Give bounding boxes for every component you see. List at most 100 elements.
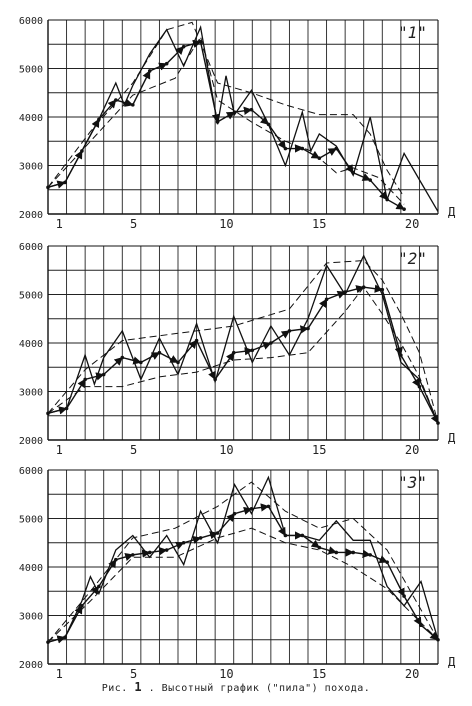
data-point xyxy=(380,287,385,292)
arrow-segment xyxy=(267,506,286,537)
arrow-segment xyxy=(251,503,270,512)
y-tick-label: 6000 xyxy=(19,466,43,477)
arrow-segment xyxy=(369,179,388,201)
data-point xyxy=(436,421,440,425)
arrow-segment xyxy=(64,150,83,183)
y-tick-label: 4000 xyxy=(19,339,43,350)
arrow-segment xyxy=(403,595,422,626)
data-point xyxy=(317,545,322,550)
arrow-segment xyxy=(386,561,405,597)
x-tick-label: 10 xyxy=(219,217,233,231)
series-arrows xyxy=(47,39,405,210)
arrow-segment xyxy=(335,148,354,174)
arrow-segment xyxy=(418,386,439,424)
arrow-segment xyxy=(302,147,321,159)
arrow-segment xyxy=(234,506,253,515)
arrow-segment xyxy=(217,513,236,534)
data-point xyxy=(343,290,347,294)
arrow-segment xyxy=(98,99,117,120)
arrow-segment xyxy=(234,106,253,115)
data-point xyxy=(351,170,356,175)
data-point xyxy=(97,117,101,122)
series-dashed-envelope xyxy=(47,35,405,205)
x-tick-label: 20 xyxy=(405,667,419,681)
x-unit-label: Д xyxy=(448,205,456,219)
arrow-segment xyxy=(251,109,270,125)
x-tick-label: 20 xyxy=(405,217,419,231)
grid xyxy=(48,19,438,214)
arrow-segment xyxy=(64,605,83,638)
arrow-segment xyxy=(149,546,168,556)
data-point xyxy=(139,360,143,365)
arrow-segment xyxy=(177,339,198,363)
data-point xyxy=(147,69,152,73)
data-point xyxy=(130,103,135,107)
arrow-segment xyxy=(252,341,272,351)
data-point xyxy=(198,536,203,540)
arrow-segment xyxy=(47,180,66,189)
data-point xyxy=(63,180,67,185)
arrow-segment xyxy=(319,546,338,555)
data-point xyxy=(130,553,135,557)
series-sawtooth xyxy=(47,254,439,424)
arrow-segment xyxy=(301,534,320,549)
arrow-segment xyxy=(166,46,185,65)
data-point xyxy=(287,329,292,333)
data-point xyxy=(402,207,406,211)
figure-caption: Рис. 1 . Высотный график ("пила") похода… xyxy=(0,680,472,694)
data-point xyxy=(64,406,69,411)
data-point xyxy=(283,146,288,151)
arrow-segment xyxy=(289,325,309,334)
arrow-segment xyxy=(214,352,235,380)
data-point xyxy=(300,146,305,151)
arrow-segment xyxy=(132,549,151,558)
y-tick-label: 3000 xyxy=(19,612,43,623)
arrow-segment xyxy=(81,585,100,607)
y-tick-label: 5000 xyxy=(19,65,43,76)
arrow-segment xyxy=(84,372,105,381)
arrow-segment xyxy=(369,554,388,564)
x-tick-label: 1 xyxy=(56,443,63,457)
data-point xyxy=(249,107,254,112)
arrow-segment xyxy=(140,352,161,364)
panel-label: "1" xyxy=(398,23,427,42)
arrow-segment xyxy=(65,378,86,409)
data-point xyxy=(215,120,220,124)
arrow-segment xyxy=(307,298,328,329)
y-tick-label: 2000 xyxy=(19,436,43,447)
x-tick-label: 15 xyxy=(312,667,326,681)
arrow-segment xyxy=(159,352,179,364)
data-point xyxy=(181,44,186,49)
data-point xyxy=(232,110,237,114)
y-tick-label: 2000 xyxy=(19,660,43,671)
data-point xyxy=(385,197,389,202)
series-dashed-envelope xyxy=(47,286,439,424)
data-point xyxy=(83,377,87,382)
x-tick-label: 10 xyxy=(219,443,233,457)
data-point xyxy=(97,584,101,589)
data-point xyxy=(399,353,403,357)
arrow-segment xyxy=(353,549,372,558)
arrow-segment xyxy=(386,198,405,210)
y-tick-label: 3000 xyxy=(19,388,43,399)
data-point xyxy=(164,61,169,66)
arrow-segment xyxy=(115,98,134,107)
caption-text: . Высотный график ("пила") похода. xyxy=(148,683,371,694)
data-point xyxy=(176,360,180,365)
x-tick-label: 10 xyxy=(219,667,233,681)
series-dashed-envelope xyxy=(47,21,405,198)
arrow-segment xyxy=(270,330,291,344)
data-point xyxy=(334,550,339,555)
data-point xyxy=(232,511,237,516)
x-tick-label: 1 xyxy=(56,217,63,231)
data-point xyxy=(368,178,372,182)
grid xyxy=(48,245,438,440)
x-tick-label: 20 xyxy=(405,443,419,457)
data-point xyxy=(266,504,271,509)
y-tick-label: 3000 xyxy=(19,162,43,173)
data-point xyxy=(300,533,305,538)
arrow-segment xyxy=(233,347,254,356)
data-point xyxy=(181,540,186,545)
